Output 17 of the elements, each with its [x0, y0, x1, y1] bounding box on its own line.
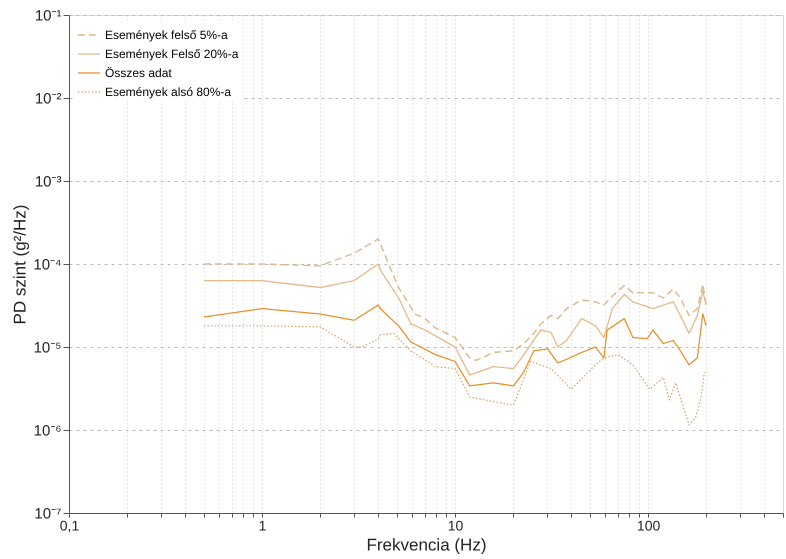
legend-label: Események Felső 20%-a — [105, 47, 239, 61]
y-tick-label: 10⁻³ — [34, 174, 62, 190]
x-axis-title: Frekvencia (Hz) — [366, 536, 486, 554]
y-tick-label: 10⁻⁷ — [34, 506, 62, 522]
x-tick-label: 10 — [448, 518, 464, 534]
x-tick-label: 1 — [258, 518, 267, 534]
y-tick-label: 10⁻² — [34, 90, 62, 108]
y-tick-label: 10⁻⁶ — [34, 422, 62, 440]
y-tick-label: 10⁻⁵ — [34, 340, 62, 356]
x-tick-label: 0,1 — [60, 518, 80, 534]
y-tick-label: 10⁻⁴ — [33, 256, 62, 274]
legend-label: Események alsó 80%-a — [105, 85, 232, 99]
y-axis-title: PD szint (g²/Hz) — [10, 204, 30, 324]
legend-label: Összes adat — [105, 66, 172, 80]
x-tick-label: 100 — [636, 518, 660, 534]
legend-label: Események felső 5%-a — [105, 28, 228, 42]
y-tick-label: 10⁻¹ — [34, 8, 62, 24]
